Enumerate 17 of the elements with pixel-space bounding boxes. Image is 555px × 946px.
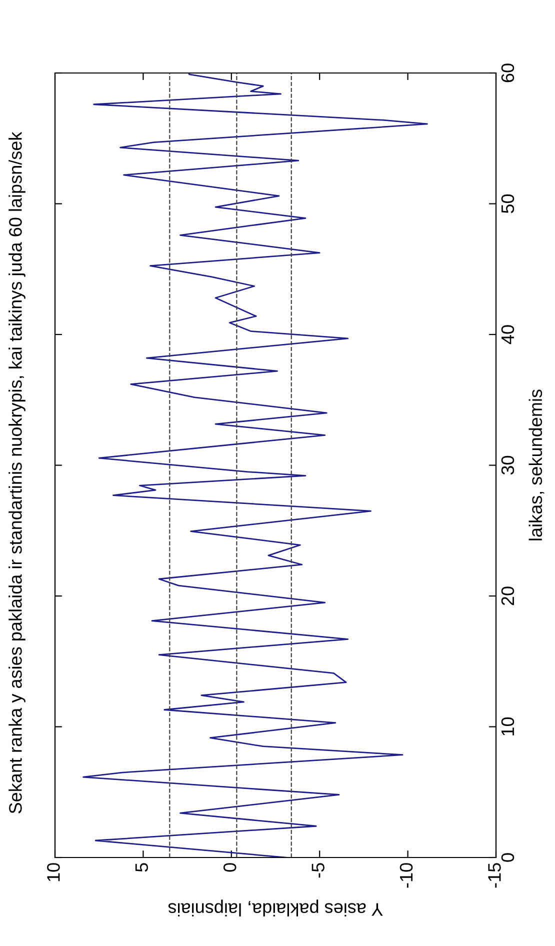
x-tick-label: -15 (488, 863, 501, 888)
y-tick-label: 30 (501, 456, 514, 475)
y-tick-label: 60 (501, 64, 514, 82)
y-axis-title: laikas, sekundemis (528, 390, 544, 540)
y-tick-label: 20 (501, 586, 514, 606)
x-tick-label: 10 (47, 863, 60, 882)
x-tick-label: -5 (312, 863, 324, 878)
y-tick-label: 10 (501, 717, 514, 736)
x-tick-label: -10 (400, 863, 413, 888)
x-axis-title: Y asies paklaida, laipsniais (168, 900, 383, 916)
y-tick-label: 0 (501, 853, 514, 862)
x-tick-label: 5 (135, 863, 148, 872)
x-tick-label: 0 (223, 863, 236, 872)
line-series (82, 73, 428, 858)
text: Sekant ranka y asies paklaida ir standartinis nuokrypis, kai taikinys juda 60 laipsn/sek (8, 132, 26, 814)
y-tick-label: 50 (501, 194, 514, 214)
y-tick-label: 40 (501, 325, 514, 344)
